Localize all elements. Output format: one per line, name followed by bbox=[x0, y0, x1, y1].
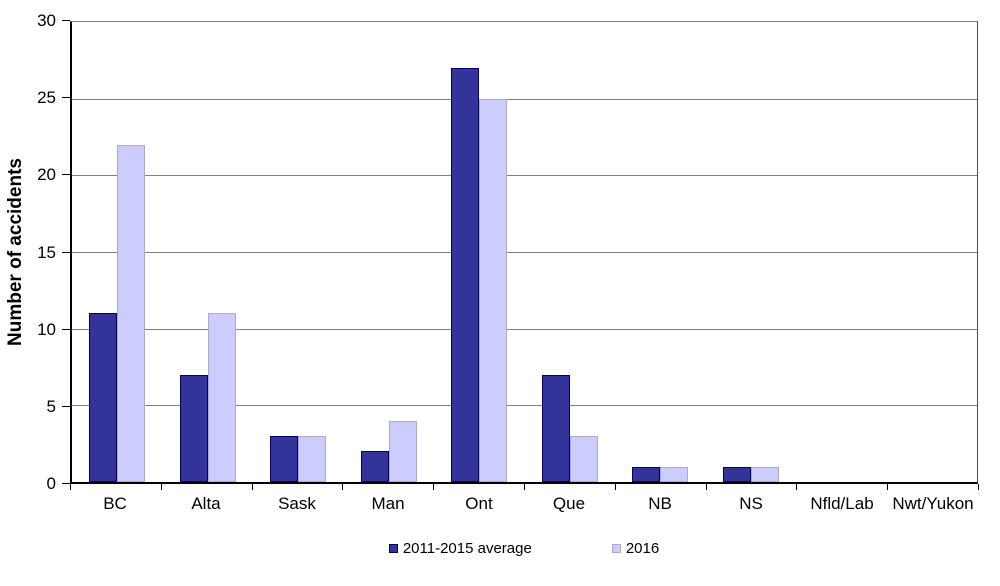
y-tick-mark-15 bbox=[62, 252, 70, 253]
bar-series0-bc bbox=[89, 313, 118, 482]
x-tick-mark-6 bbox=[615, 484, 616, 490]
x-tick-label-nfld-lab: Nfld/Lab bbox=[810, 494, 874, 513]
legend-swatch-2011-2015-average bbox=[388, 543, 398, 553]
y-tick-mark-10 bbox=[62, 329, 70, 330]
bar-series1-man bbox=[388, 420, 417, 482]
legend-label-2011-2015-average: 2011-2015 average bbox=[402, 539, 532, 557]
bar-series0-nb bbox=[632, 466, 661, 482]
y-tick-label-30: 30 bbox=[37, 11, 56, 30]
bar-series0-man bbox=[360, 451, 389, 482]
legend-entry-2016: 2016 bbox=[611, 539, 660, 557]
x-tick-label-sask: Sask bbox=[278, 494, 316, 513]
bar-series1-sask bbox=[298, 436, 327, 482]
x-tick-mark-5 bbox=[524, 484, 525, 490]
y-tick-label-0: 0 bbox=[46, 474, 56, 493]
x-tick-mark-2 bbox=[252, 484, 253, 490]
x-tick-mark-4 bbox=[433, 484, 434, 490]
bar-series0-ns bbox=[722, 466, 751, 482]
x-tick-label-alta: Alta bbox=[191, 494, 221, 513]
bar-series1-alta bbox=[207, 313, 236, 482]
bar-series1-ont bbox=[479, 98, 508, 482]
x-tick-label-nb: NB bbox=[648, 494, 672, 513]
bar-series0-que bbox=[541, 374, 570, 482]
x-tick-mark-7 bbox=[706, 484, 707, 490]
y-tick-mark-0 bbox=[62, 483, 70, 484]
y-tick-label-20: 20 bbox=[37, 165, 56, 184]
x-tick-mark-1 bbox=[161, 484, 162, 490]
gridline-25 bbox=[72, 98, 977, 100]
gridline-10 bbox=[72, 328, 977, 330]
bar-series1-bc bbox=[117, 144, 146, 482]
x-tick-mark-10 bbox=[978, 484, 979, 490]
legend-swatch-2016 bbox=[611, 543, 621, 553]
x-tick-mark-0 bbox=[70, 484, 71, 490]
gridline-5 bbox=[72, 405, 977, 407]
x-tick-mark-3 bbox=[342, 484, 343, 490]
x-tick-mark-9 bbox=[887, 484, 888, 490]
bar-series0-ont bbox=[451, 68, 480, 482]
x-tick-mark-8 bbox=[796, 484, 797, 490]
x-tick-label-ont: Ont bbox=[465, 494, 493, 513]
gridline-15 bbox=[72, 252, 977, 253]
bar-series0-alta bbox=[179, 374, 208, 482]
y-tick-label-25: 25 bbox=[37, 88, 56, 107]
y-tick-mark-30 bbox=[62, 20, 70, 21]
y-tick-mark-20 bbox=[62, 174, 70, 175]
y-tick-label-10: 10 bbox=[37, 320, 56, 339]
x-tick-label-bc: BC bbox=[103, 494, 127, 513]
x-tick-label-que: Que bbox=[552, 494, 586, 513]
legend-label-2016: 2016 bbox=[625, 539, 660, 557]
x-tick-label-man: Man bbox=[371, 494, 405, 513]
plot-area bbox=[70, 21, 978, 484]
bar-series1-que bbox=[569, 436, 598, 482]
y-tick-label-5: 5 bbox=[46, 397, 56, 416]
legend: 2011-2015 average 2016 bbox=[70, 538, 978, 558]
x-tick-label-ns: NS bbox=[739, 494, 763, 513]
legend-entry-2011-2015-average: 2011-2015 average bbox=[388, 539, 532, 557]
gridline-20 bbox=[72, 175, 977, 177]
bar-series1-ns bbox=[750, 466, 779, 482]
bar-series0-sask bbox=[270, 436, 299, 482]
y-tick-label-15: 15 bbox=[37, 243, 56, 262]
bar-series1-nb bbox=[660, 466, 689, 482]
x-tick-label-nwt-yukon: Nwt/Yukon bbox=[892, 494, 974, 513]
y-tick-mark-25 bbox=[62, 97, 70, 98]
y-tick-mark-5 bbox=[62, 406, 70, 407]
